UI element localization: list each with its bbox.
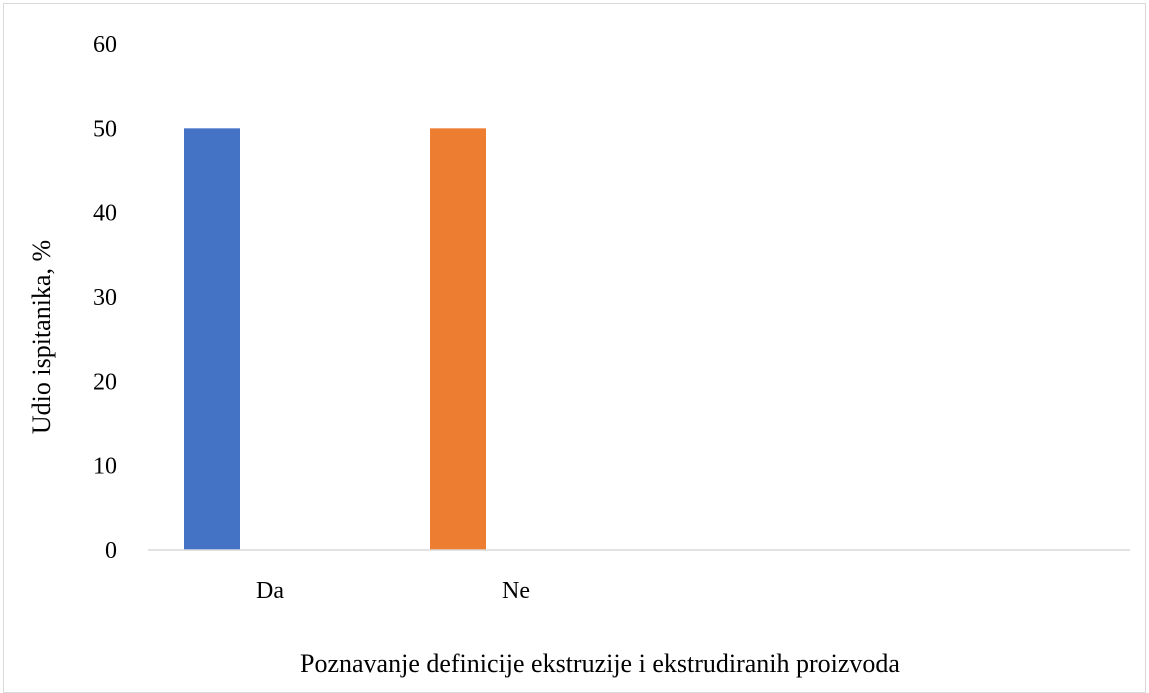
bars bbox=[184, 128, 486, 551]
y-tick-label: 10 bbox=[93, 454, 117, 480]
y-axis-ticks: 0 10 20 30 40 50 60 bbox=[93, 32, 117, 564]
y-tick-label: 20 bbox=[93, 369, 117, 395]
bar-ne bbox=[430, 128, 486, 551]
y-axis-title: Udio ispitanika, % bbox=[27, 240, 56, 434]
bar-da bbox=[184, 128, 240, 551]
y-tick-label: 30 bbox=[93, 285, 117, 311]
bar-chart: 0 10 20 30 40 50 60 Da Ne Udio ispitanika, % Po… bbox=[27, 32, 1130, 678]
x-tick-label: Ne bbox=[502, 578, 530, 604]
x-axis-title: Poznavanje definicije ekstruzije i ekstr… bbox=[300, 649, 900, 678]
y-tick-label: 50 bbox=[93, 116, 117, 142]
y-tick-label: 60 bbox=[93, 32, 117, 58]
x-tick-label: Da bbox=[256, 578, 284, 604]
x-axis-ticks: Da Ne bbox=[256, 578, 530, 604]
y-tick-label: 0 bbox=[105, 538, 117, 564]
y-tick-label: 40 bbox=[93, 201, 117, 227]
